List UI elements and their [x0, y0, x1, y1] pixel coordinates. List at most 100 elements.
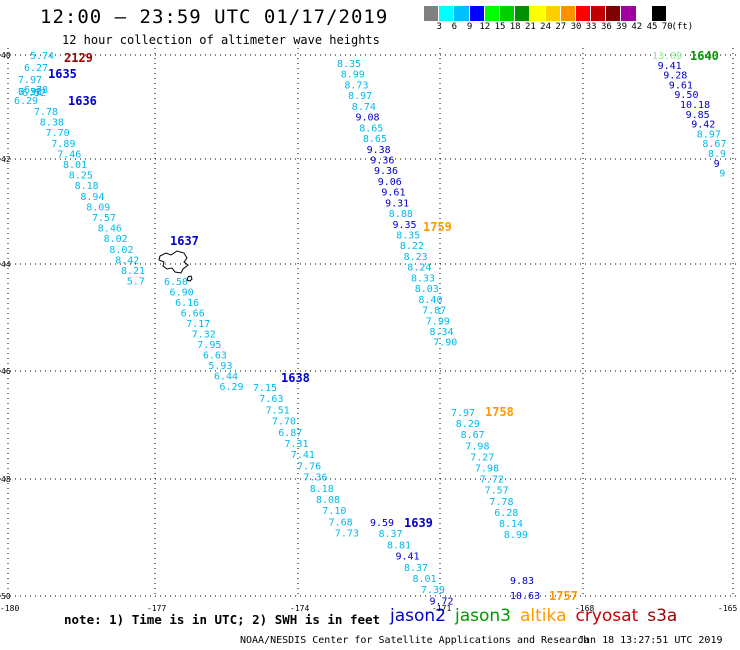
swh-colorbar: [424, 6, 667, 21]
swh-value: 8.46: [98, 224, 122, 235]
colorbar-label: 12: [479, 22, 491, 32]
swh-value: 7.17: [186, 319, 210, 330]
swh-value: 8.23: [404, 252, 428, 263]
swh-value: 7.76: [297, 461, 321, 472]
colorbar-swatch: [469, 6, 485, 21]
longitude-label: -174: [290, 604, 309, 613]
swh-value: 8.35: [337, 59, 361, 70]
swh-value: 6.90: [170, 288, 194, 299]
swh-value: 6.78: [24, 85, 48, 96]
swh-value: 7.15: [253, 383, 277, 394]
swh-value: 8.73: [344, 80, 368, 91]
swh-value: 8.99: [504, 530, 528, 541]
pass-time-label: 1640: [690, 49, 719, 63]
swh-value: 8.14: [499, 519, 523, 530]
swh-value: 5.7: [127, 277, 145, 288]
swh-value: 8.33: [411, 273, 435, 284]
colorbar-swatch: [636, 6, 652, 21]
swh-value: 8.18: [310, 484, 334, 495]
colorbar-label: 3: [436, 22, 442, 32]
swh-value: 8.08: [316, 495, 340, 506]
longitude-label: -168: [575, 604, 594, 613]
swh-value: 7.73: [335, 529, 359, 540]
latitude-label: 40: [1, 51, 11, 60]
grid: [0, 48, 740, 598]
colorbar-swatch: [560, 6, 576, 21]
swh-value: 9.35: [393, 220, 417, 231]
swh-value: 7.70: [46, 128, 70, 139]
swh-value: 8.65: [363, 134, 387, 145]
swh-value: 8.97: [697, 129, 721, 140]
swh-value: 8.9: [708, 149, 726, 160]
swh-value: 7.57: [485, 486, 509, 497]
swh-value: 9: [714, 159, 720, 170]
swh-value: 9.61: [381, 188, 405, 199]
legend-s3a: s3a: [647, 606, 678, 626]
swh-value: 7.51: [266, 405, 290, 416]
swh-value: 8.35: [396, 231, 420, 242]
swh-value: 7.46: [57, 149, 81, 160]
pass-time-label: 1635: [48, 67, 77, 81]
swh-value: 8.24: [407, 263, 431, 274]
swh-value: 7.72: [480, 475, 504, 486]
colorbar-swatch: [530, 6, 546, 21]
colorbar-labels: 3 6 9 12 15 18 21 24 27 30 33 36 39 42 45 70 (ft): [424, 22, 740, 34]
swh-value: 7.32: [192, 330, 216, 341]
map-title: 12:00 – 23:59 UTC 01/17/2019: [40, 6, 389, 28]
pass-time-label: 1639: [404, 516, 433, 530]
swh-value: 7.98: [465, 441, 489, 452]
colorbar-swatch: [591, 6, 607, 21]
latitude-label: 50: [1, 592, 11, 601]
swh-value: 7.32: [18, 87, 42, 98]
swh-value: 7.27: [470, 452, 494, 463]
colorbar-swatch: [484, 6, 500, 21]
swh-value: 7.87: [422, 306, 446, 317]
colorbar-label: 18: [509, 22, 521, 32]
pass-time-label: 1758: [485, 405, 514, 419]
swh-value: 7.98: [475, 464, 499, 475]
colorbar-label: 42: [631, 22, 643, 32]
swh-value: 8.02: [104, 234, 128, 245]
pass-time-label: 1637: [170, 234, 199, 248]
swh-value: 8.22: [400, 241, 424, 252]
swh-value: 6.29: [14, 96, 38, 107]
colorbar-label: 6: [451, 22, 458, 32]
swh-value: 7.78: [489, 497, 513, 508]
latitude-label: 48: [1, 475, 11, 484]
swh-value: 9.08: [356, 113, 380, 124]
swh-value: 8.02: [109, 245, 133, 256]
swh-value: 8.25: [69, 171, 93, 182]
swh-value: 9.42: [691, 120, 715, 131]
colorbar-swatch: [439, 6, 455, 21]
swh-value: 13.09: [652, 51, 682, 62]
pass-time-label: 1759: [423, 220, 452, 234]
longitude-label: -171: [432, 604, 451, 613]
swh-value: 9.41: [658, 61, 682, 72]
colorbar-swatch: [515, 6, 531, 21]
swh-value: 7.97: [18, 75, 42, 86]
swh-value: 8.09: [86, 202, 110, 213]
swh-value: 8.18: [75, 181, 99, 192]
pass-time-label: 2129: [64, 51, 93, 65]
swh-value: 8.99: [341, 70, 365, 81]
swh-value: 7.99: [426, 316, 450, 327]
swh-value: 9.83: [510, 576, 534, 587]
colorbar-swatch: [575, 6, 592, 21]
swh-value: 8.88: [389, 209, 413, 220]
satellite-tracks: 5.746.277.977.3221296.526.786.566.291635…: [14, 49, 726, 607]
island-group: [158, 250, 193, 282]
colorbar-swatch: [545, 6, 561, 21]
colorbar-label: 24: [540, 22, 552, 32]
swh-value: 6.44: [214, 372, 238, 383]
swh-value: 5.74: [30, 51, 54, 62]
swh-value: 9.41: [396, 552, 420, 563]
colorbar-label: 33: [585, 22, 597, 32]
colorbar-label: 39: [616, 22, 628, 32]
legend-altika: altika: [520, 606, 567, 626]
swh-value: 8.38: [40, 118, 64, 129]
swh-value: 6.66: [181, 309, 205, 320]
latitude-label: 42: [1, 155, 11, 164]
swh-value: 6.29: [220, 382, 244, 393]
swh-value: 7.57: [92, 213, 116, 224]
